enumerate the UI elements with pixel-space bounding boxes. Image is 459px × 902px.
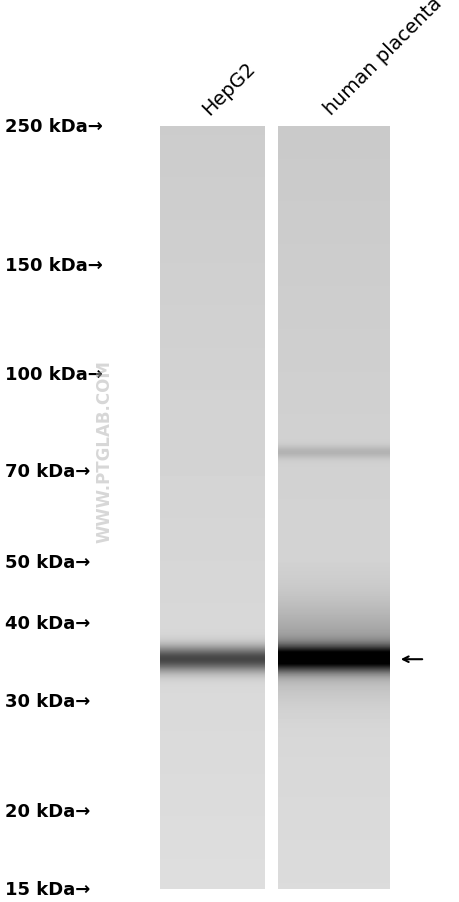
Text: 20 kDa→: 20 kDa→ <box>5 802 90 820</box>
Text: 40 kDa→: 40 kDa→ <box>5 614 90 632</box>
Text: 70 kDa→: 70 kDa→ <box>5 463 90 481</box>
Text: 15 kDa→: 15 kDa→ <box>5 880 90 898</box>
Text: 250 kDa→: 250 kDa→ <box>5 118 103 136</box>
Text: 30 kDa→: 30 kDa→ <box>5 692 90 710</box>
Text: 50 kDa→: 50 kDa→ <box>5 554 90 572</box>
Text: 150 kDa→: 150 kDa→ <box>5 256 103 274</box>
Text: HepG2: HepG2 <box>199 59 259 119</box>
Text: WWW.PTGLAB.COM: WWW.PTGLAB.COM <box>96 360 114 542</box>
Text: 100 kDa→: 100 kDa→ <box>5 366 103 384</box>
Text: human placenta: human placenta <box>320 0 445 119</box>
